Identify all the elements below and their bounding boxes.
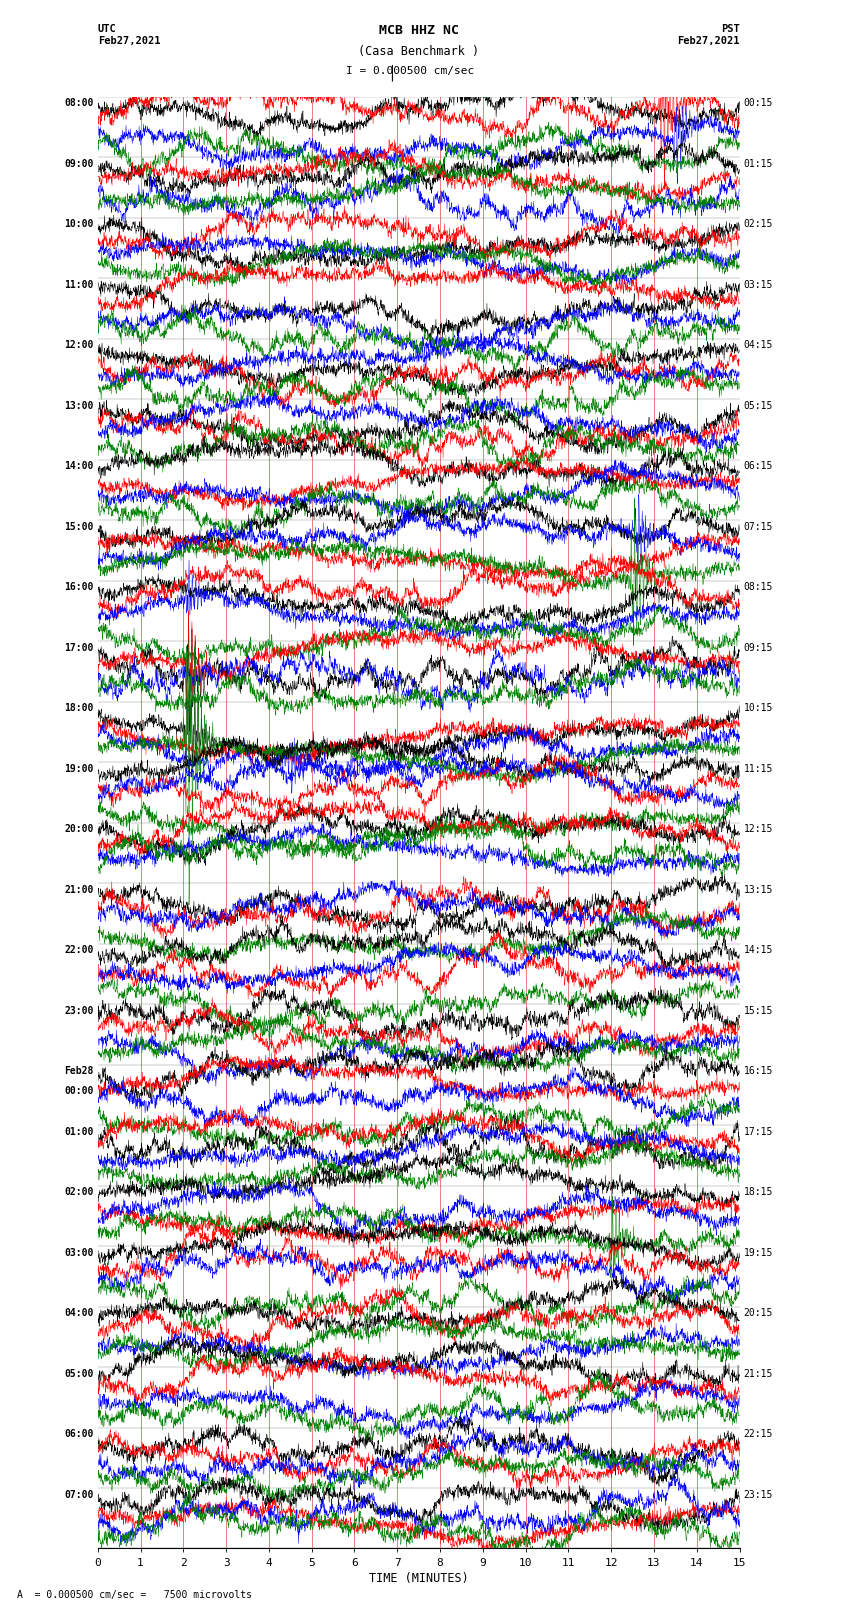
Text: 09:00: 09:00	[64, 160, 94, 169]
Text: ▏: ▏	[391, 65, 399, 81]
Text: 12:15: 12:15	[744, 824, 774, 834]
Text: 15:15: 15:15	[744, 1007, 774, 1016]
Text: 08:00: 08:00	[64, 98, 94, 108]
Text: A  = 0.000500 cm/sec =   7500 microvolts: A = 0.000500 cm/sec = 7500 microvolts	[17, 1590, 252, 1600]
Text: 20:15: 20:15	[744, 1308, 774, 1318]
Text: 19:15: 19:15	[744, 1248, 774, 1258]
Text: 22:00: 22:00	[64, 945, 94, 955]
Text: 18:15: 18:15	[744, 1187, 774, 1197]
Text: 10:00: 10:00	[64, 219, 94, 229]
X-axis label: TIME (MINUTES): TIME (MINUTES)	[369, 1571, 468, 1584]
Text: 03:00: 03:00	[64, 1248, 94, 1258]
Text: 08:15: 08:15	[744, 582, 774, 592]
Text: 13:15: 13:15	[744, 886, 774, 895]
Text: 15:00: 15:00	[64, 523, 94, 532]
Text: 16:00: 16:00	[64, 582, 94, 592]
Text: 00:15: 00:15	[744, 98, 774, 108]
Text: PST
Feb27,2021: PST Feb27,2021	[677, 24, 740, 45]
Text: 16:15: 16:15	[744, 1066, 774, 1076]
Text: 21:15: 21:15	[744, 1368, 774, 1379]
Text: 06:15: 06:15	[744, 461, 774, 471]
Text: 22:15: 22:15	[744, 1429, 774, 1439]
Text: 10:15: 10:15	[744, 703, 774, 713]
Text: 07:15: 07:15	[744, 523, 774, 532]
Text: 07:00: 07:00	[64, 1490, 94, 1500]
Text: 21:00: 21:00	[64, 886, 94, 895]
Text: 11:15: 11:15	[744, 765, 774, 774]
Text: 05:00: 05:00	[64, 1368, 94, 1379]
Text: 19:00: 19:00	[64, 765, 94, 774]
Text: (Casa Benchmark ): (Casa Benchmark )	[358, 45, 479, 58]
Text: 12:00: 12:00	[64, 340, 94, 350]
Text: 20:00: 20:00	[64, 824, 94, 834]
Text: Feb28: Feb28	[64, 1066, 94, 1076]
Text: 13:00: 13:00	[64, 402, 94, 411]
Text: I = 0.000500 cm/sec: I = 0.000500 cm/sec	[346, 66, 474, 76]
Text: 14:15: 14:15	[744, 945, 774, 955]
Text: 14:00: 14:00	[64, 461, 94, 471]
Text: 18:00: 18:00	[64, 703, 94, 713]
Text: 23:15: 23:15	[744, 1490, 774, 1500]
Text: 01:00: 01:00	[64, 1126, 94, 1137]
Text: MCB HHZ NC: MCB HHZ NC	[378, 24, 459, 37]
Text: 01:15: 01:15	[744, 160, 774, 169]
Text: 02:00: 02:00	[64, 1187, 94, 1197]
Text: 04:15: 04:15	[744, 340, 774, 350]
Text: 06:00: 06:00	[64, 1429, 94, 1439]
Text: 17:00: 17:00	[64, 642, 94, 653]
Text: 02:15: 02:15	[744, 219, 774, 229]
Text: 23:00: 23:00	[64, 1007, 94, 1016]
Text: UTC
Feb27,2021: UTC Feb27,2021	[98, 24, 161, 45]
Text: 03:15: 03:15	[744, 281, 774, 290]
Text: 11:00: 11:00	[64, 281, 94, 290]
Text: 17:15: 17:15	[744, 1126, 774, 1137]
Text: 00:00: 00:00	[64, 1086, 94, 1095]
Text: 05:15: 05:15	[744, 402, 774, 411]
Text: 04:00: 04:00	[64, 1308, 94, 1318]
Text: 09:15: 09:15	[744, 642, 774, 653]
